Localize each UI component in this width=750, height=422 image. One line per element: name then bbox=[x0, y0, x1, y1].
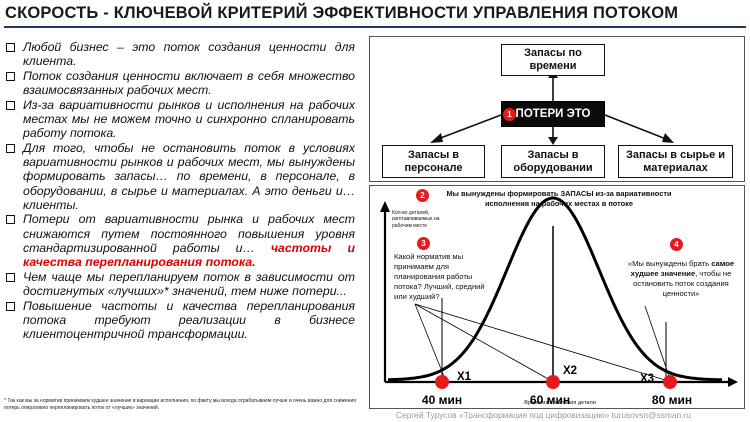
y-axis-label: Кол-во деталей, изготавливаемых на рабоч… bbox=[392, 210, 440, 229]
bullet-text: Потери от вариативности рынка и рабочих … bbox=[23, 212, 355, 255]
x1-point bbox=[435, 375, 449, 389]
marker-2-icon: 2 bbox=[416, 189, 429, 202]
x2-label: X2 bbox=[563, 365, 577, 377]
bullet-text: Из-за вариативности рынков и исполнения … bbox=[23, 97, 355, 141]
footnote: * Так как мы за норматив принимаем худше… bbox=[4, 398, 356, 411]
bullet-item: Повышение частоты и качества перепланиро… bbox=[4, 299, 355, 342]
checkbox-bullet-icon bbox=[6, 143, 15, 153]
answer-post: , чтобы не остановить поток создания цен… bbox=[633, 269, 732, 298]
checkbox-bullet-icon bbox=[6, 100, 15, 110]
bullet-text: Чем чаще мы перепланируем поток в зависи… bbox=[23, 269, 355, 298]
box-equipment-stock: Запасы в оборудовании bbox=[501, 145, 605, 178]
box-time-stock: Запасы по времени bbox=[501, 44, 605, 76]
bullet-text: Для того, чтобы не остановить поток в ус… bbox=[23, 140, 355, 212]
x2-point bbox=[546, 375, 560, 389]
checkbox-bullet-icon bbox=[6, 43, 15, 52]
checkbox-bullet-icon bbox=[6, 71, 15, 81]
bullet-item: Любой бизнес – это поток создания ценнос… bbox=[4, 40, 355, 68]
checkbox-bullet-icon bbox=[6, 272, 15, 282]
marker-3-icon: 3 bbox=[417, 237, 430, 250]
variation-chart-frame: X1 X2 X3 40 мин 60 мин 80 мин 2 Мы вынуж… bbox=[369, 185, 745, 409]
answer-pre: «Мы вынуждены брать bbox=[627, 259, 710, 268]
answer-annotation: «Мы вынуждены брать самое худшее значени… bbox=[620, 259, 742, 299]
bullet-text: Любой бизнес – это поток создания ценнос… bbox=[23, 40, 355, 69]
x3-value: 80 мин bbox=[652, 393, 692, 407]
x3-label: X3 bbox=[640, 373, 654, 385]
x2-value: 60 мин bbox=[530, 393, 570, 407]
checkbox-bullet-icon bbox=[6, 215, 15, 225]
bullet-item: Потери от вариативности рынка и рабочих … bbox=[4, 212, 355, 269]
bullet-item: Из-за вариативности рынков и исполнения … bbox=[4, 98, 355, 141]
bullet-list: Любой бизнес – это поток создания ценнос… bbox=[4, 40, 355, 342]
bullet-item: Для того, чтобы не остановить поток в ус… bbox=[4, 141, 355, 212]
bullet-item: Поток создания ценности включает в себя … bbox=[4, 69, 355, 97]
box-materials-stock: Запасы в сырье и материалах bbox=[618, 145, 733, 178]
x-axis-label: Время изготовления детали bbox=[524, 400, 596, 406]
bullet-text: Повышение частоты и качества перепланиро… bbox=[23, 298, 355, 342]
x1-label: X1 bbox=[457, 371, 472, 383]
marker-1-icon: 1 bbox=[503, 108, 516, 121]
marker-4-icon: 4 bbox=[670, 238, 683, 251]
author-credit: Сергей Турусов «Трансформация под цифров… bbox=[396, 410, 691, 420]
title-underline bbox=[4, 26, 746, 28]
bullet-highlight: частоты и качества перепланирования пото… bbox=[23, 240, 355, 270]
chart-heading: Мы вынуждены формировать ЗАПАСЫ из-за ва… bbox=[446, 189, 672, 208]
x1-value: 40 мин bbox=[422, 393, 462, 407]
page-title: СКОРОСТЬ - КЛЮЧЕВОЙ КРИТЕРИЙ ЭФФЕКТИВНОС… bbox=[5, 4, 679, 22]
bullet-text: Поток создания ценности включает в себя … bbox=[23, 68, 355, 98]
x3-point bbox=[663, 375, 677, 389]
bullet-item: Чем чаще мы перепланируем поток в зависи… bbox=[4, 270, 355, 298]
losses-label: ПОТЕРИ ЭТО bbox=[515, 107, 591, 120]
losses-diagram-frame: Запасы по времени ПОТЕРИ ЭТО 1 Запасы в … bbox=[369, 36, 745, 182]
box-personnel-stock: Запасы в персонале bbox=[382, 145, 485, 178]
distribution-chart: X1 X2 X3 40 мин 60 мин 80 мин bbox=[380, 196, 738, 407]
box-losses: ПОТЕРИ ЭТО bbox=[501, 101, 605, 127]
checkbox-bullet-icon bbox=[6, 301, 15, 311]
diagram-connectors bbox=[430, 70, 674, 145]
question-annotation: Какой норматив мы принимаем для планиров… bbox=[394, 252, 485, 301]
answer-bold: самое худшее значение bbox=[630, 259, 735, 278]
